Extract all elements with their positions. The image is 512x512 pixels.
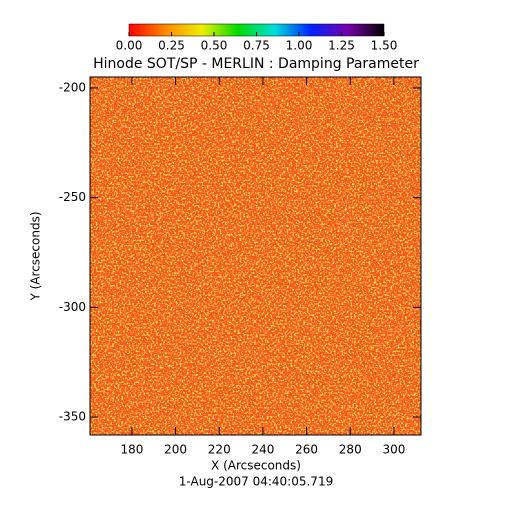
chart-title: Hinode SOT/SP - MERLIN : Damping Paramet…: [93, 56, 419, 72]
colorbar-tick-label: 1.00: [286, 39, 313, 53]
x-tick-label: 220: [208, 443, 231, 457]
y-tick-label: -250: [59, 190, 86, 204]
heatmap-image: [90, 77, 421, 435]
x-tick-label: 200: [164, 443, 187, 457]
y-tick-label: -200: [59, 80, 86, 94]
x-axis-label: X (Arcseconds): [211, 459, 301, 473]
y-axis-label: Y (Arcseconds): [29, 211, 43, 301]
x-tick-label: 280: [339, 443, 362, 457]
colorbar-tick-label: 0.50: [201, 39, 228, 53]
x-tick-label: 240: [251, 443, 274, 457]
y-tick-label: -350: [59, 410, 86, 424]
colorbar-tick-label: 1.50: [371, 39, 398, 53]
x-tick-label: 260: [295, 443, 318, 457]
colorbar-tick-label: 0.75: [243, 39, 270, 53]
x-tick-label: 180: [120, 443, 143, 457]
plot-frame: [89, 76, 422, 436]
y-tick-label: -300: [59, 300, 86, 314]
x-tick-label: 300: [382, 443, 405, 457]
caption: 1-Aug-2007 04:40:05.719: [179, 475, 333, 489]
colorbar-tick-label: 0.00: [116, 39, 143, 53]
colorbar-tick-label: 0.25: [158, 39, 185, 53]
colorbar-tick-label: 1.25: [328, 39, 355, 53]
